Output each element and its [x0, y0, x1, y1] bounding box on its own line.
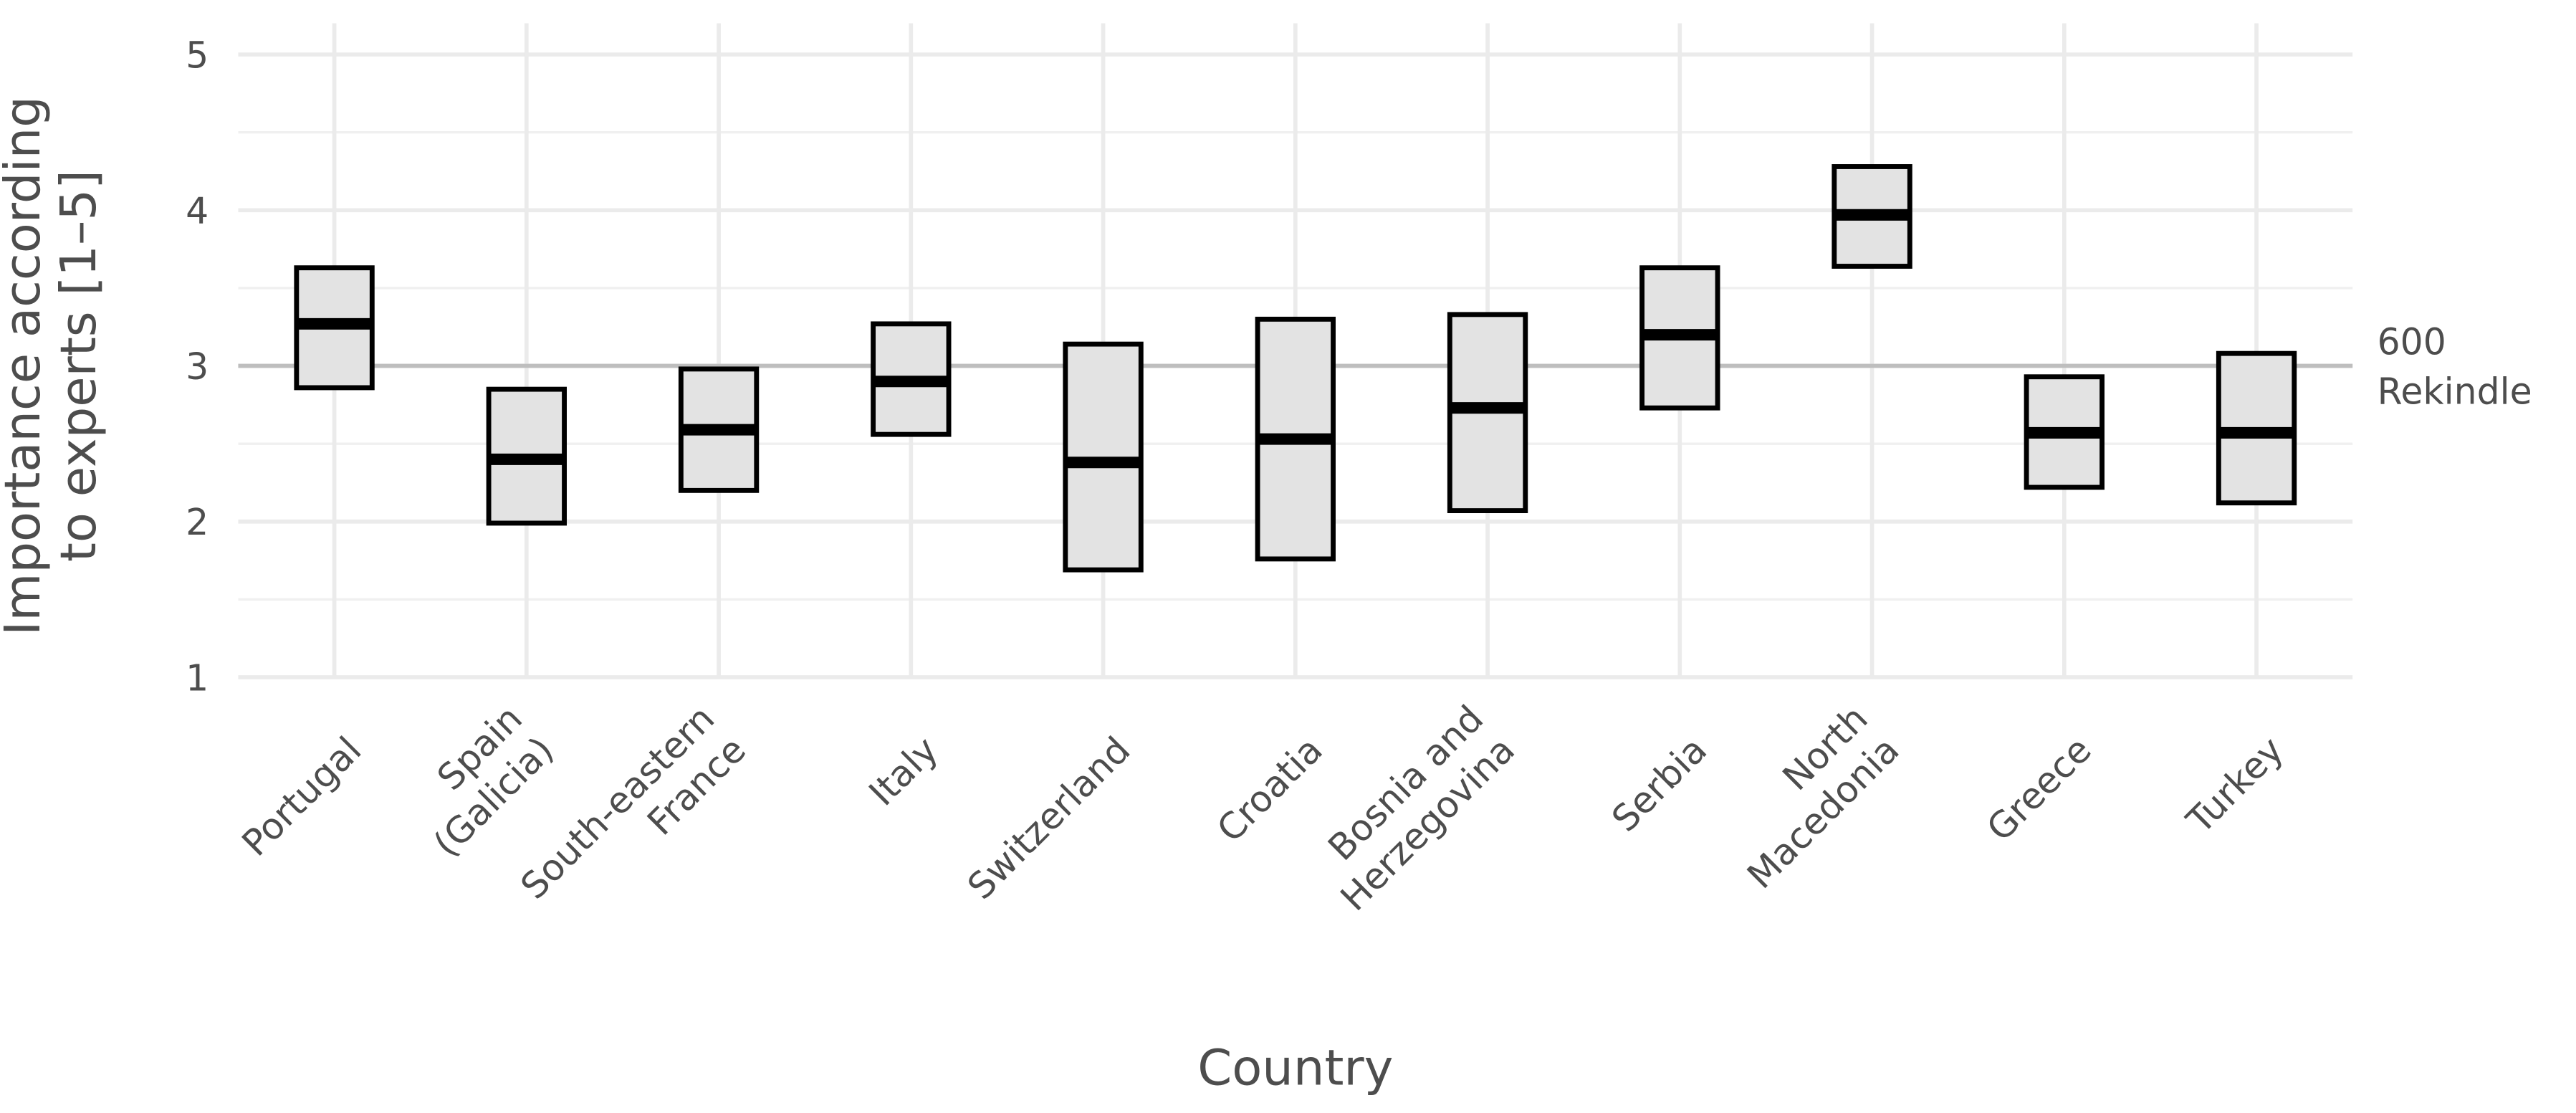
x-tick-label: Turkey	[2178, 728, 2292, 842]
y-tick-label: 5	[186, 34, 209, 76]
x-tick-group: Italy	[861, 728, 946, 813]
x-tick-label: Bosnia andHerzegovina	[1301, 697, 1523, 919]
x-tick-group: Bosnia andHerzegovina	[1301, 697, 1523, 919]
x-tick-label: Portugal	[234, 728, 369, 864]
x-tick-group: South-easternFrance	[512, 697, 754, 939]
x-tick-label: Italy	[861, 728, 946, 813]
x-tick-group: Spain(Galicia)	[394, 697, 562, 865]
reference-label: 600 Rekindle	[2378, 320, 2532, 412]
y-tick-label: 2	[186, 501, 209, 543]
x-tick-group: Switzerland	[959, 728, 1139, 907]
x-tick-group: Portugal	[234, 728, 369, 864]
x-tick-group: NorthMacedonia	[1708, 697, 1907, 897]
x-tick-group: Croatia	[1209, 728, 1331, 850]
x-tick-label: Greece	[1978, 728, 2099, 849]
x-tick-label: Serbia	[1604, 728, 1715, 839]
x-tick-group: Serbia	[1604, 728, 1715, 839]
x-axis-title: Country	[1197, 1040, 1393, 1097]
x-tick-group: Greece	[1978, 728, 2099, 849]
x-tick-label: NorthMacedonia	[1708, 697, 1907, 897]
y-tick-label: 1	[186, 656, 209, 699]
y-axis-title: Importance accordingto experts [1–5]	[0, 96, 107, 636]
x-tick-label: Croatia	[1209, 728, 1331, 850]
x-tick-group: Turkey	[2178, 728, 2292, 842]
y-tick-label: 4	[186, 190, 209, 232]
x-tick-label: Switzerland	[959, 728, 1139, 907]
y-title-group: Importance accordingto experts [1–5]	[0, 96, 107, 636]
y-tick-label: 3	[186, 345, 209, 388]
x-tick-label: Spain(Galicia)	[394, 697, 562, 865]
x-tick-label: South-easternFrance	[512, 697, 754, 939]
